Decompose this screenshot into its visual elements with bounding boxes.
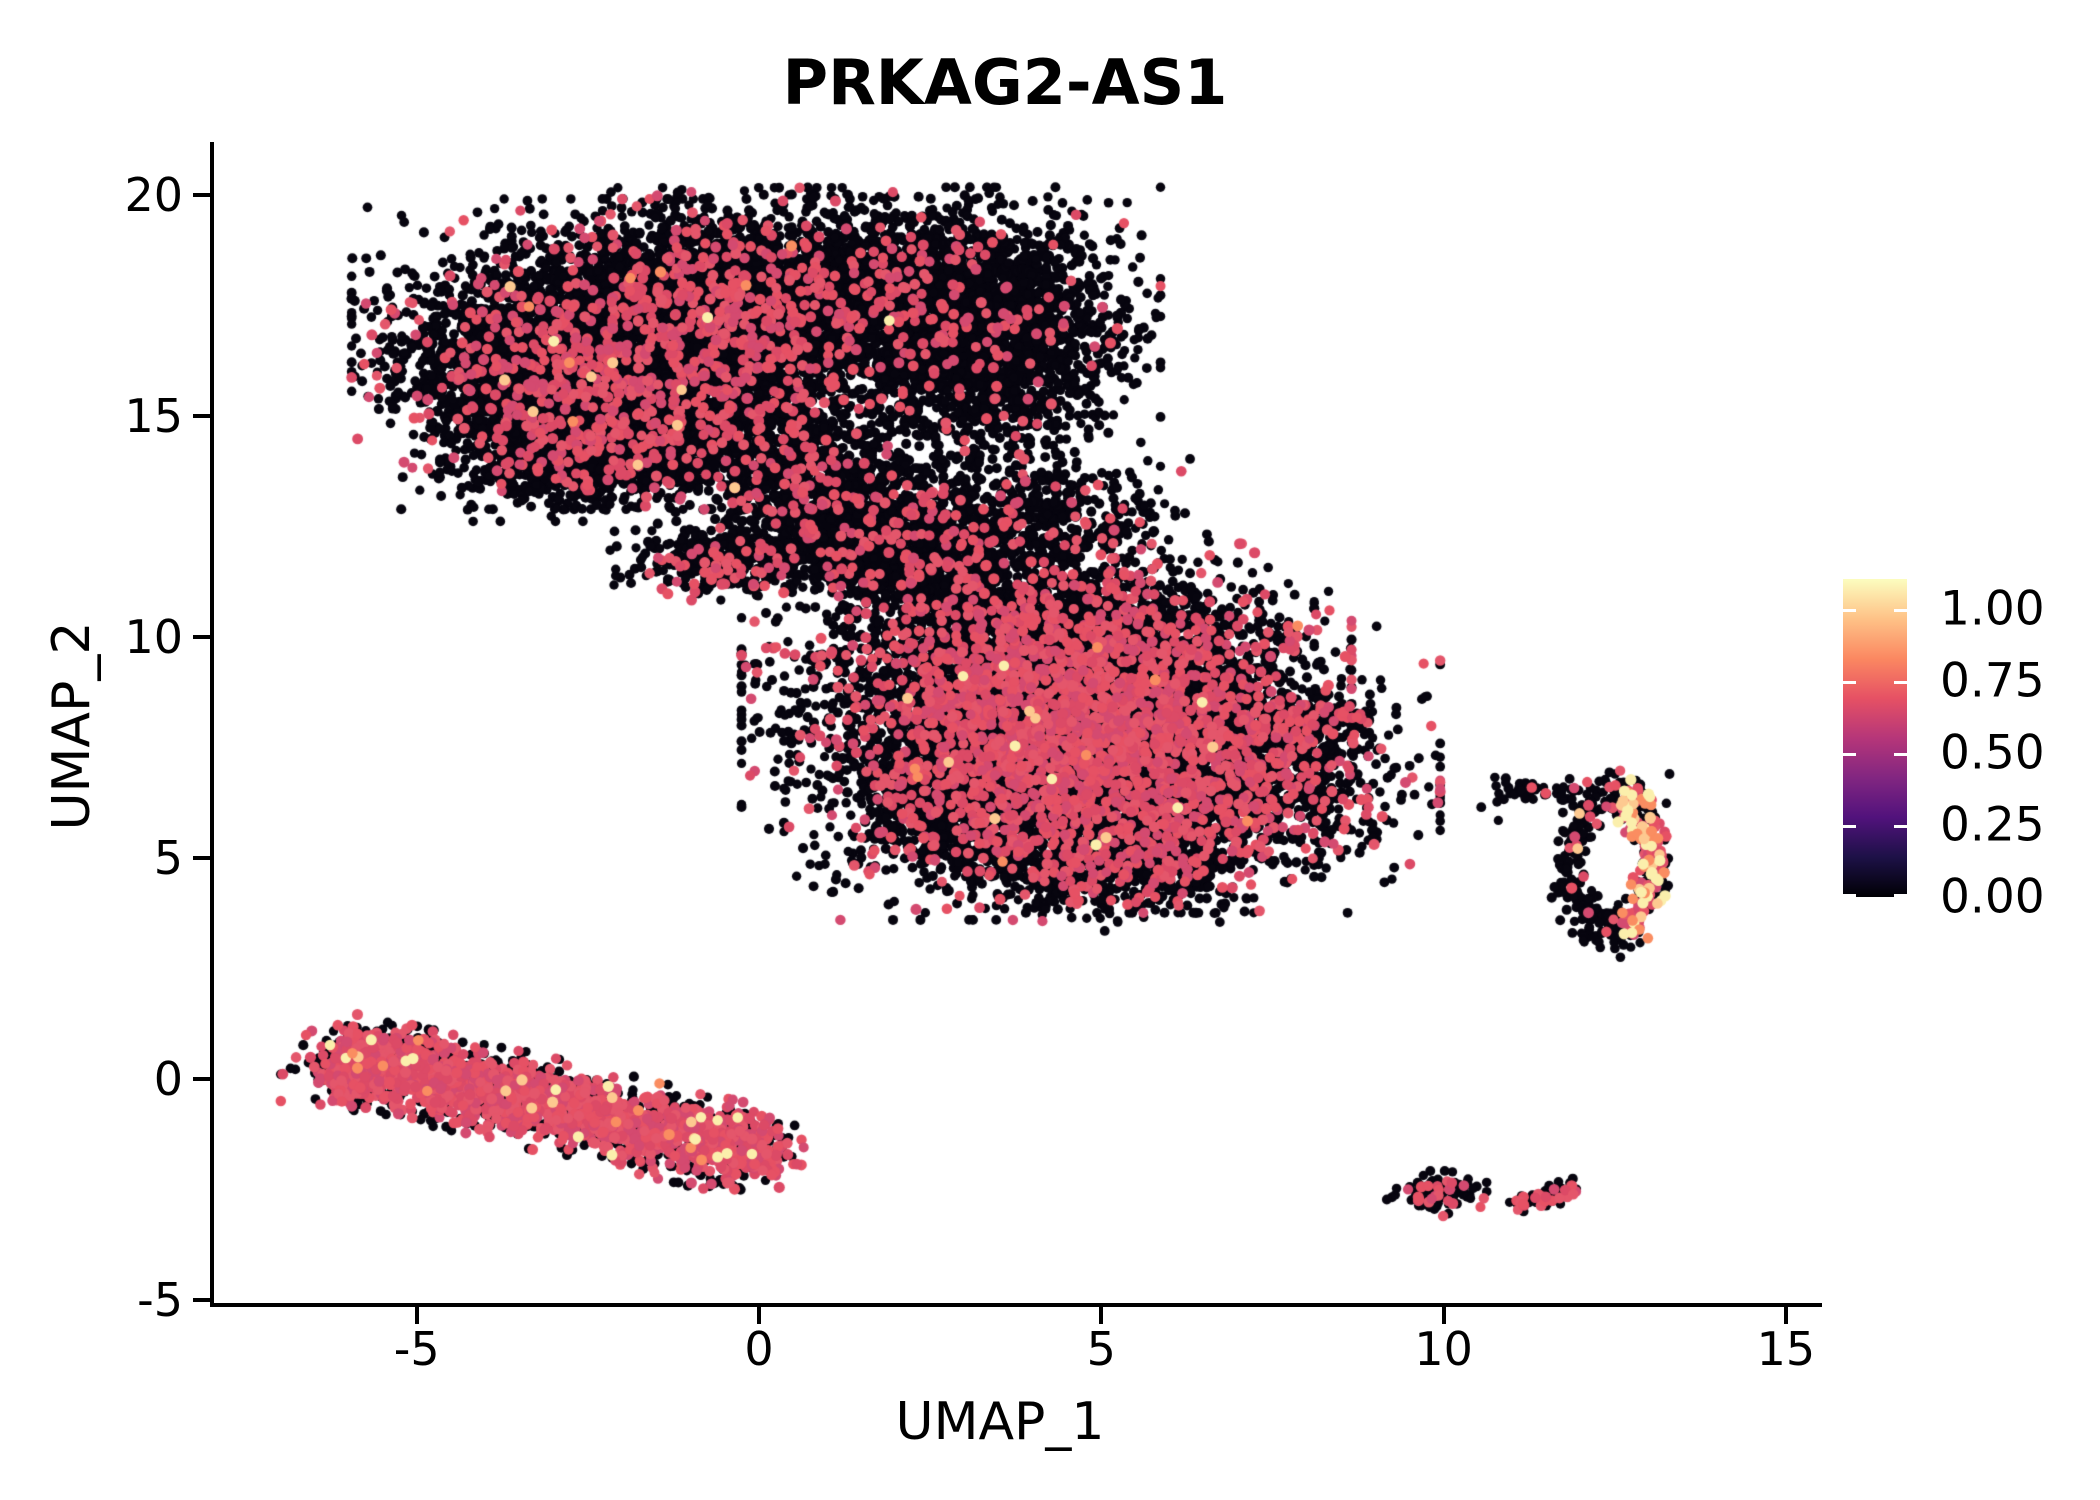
- x-axis-tick: [1441, 1307, 1446, 1324]
- colorbar-tick: [1843, 680, 1856, 684]
- colorbar-tick-label: 0.50: [1940, 725, 2045, 781]
- x-axis-tick-label: 15: [1756, 1322, 1816, 1376]
- y-axis-tick-label: 0: [153, 1052, 183, 1106]
- colorbar-tick: [1843, 752, 1856, 756]
- y-axis-tick-label: -5: [137, 1273, 183, 1327]
- colorbar-tick-label: 0.25: [1940, 797, 2045, 853]
- colorbar-gradient: [1843, 579, 1907, 897]
- y-axis-tick: [193, 1298, 210, 1302]
- y-axis-tick: [193, 635, 210, 639]
- y-axis-line: [210, 142, 214, 1307]
- colorbar-tick-label: 0.75: [1940, 653, 2045, 709]
- y-axis-tick-label: 10: [124, 610, 183, 664]
- y-axis-tick-label: 15: [124, 389, 183, 443]
- y-axis-tick: [193, 856, 210, 860]
- colorbar-tick: [1894, 824, 1907, 828]
- x-axis-tick: [757, 1307, 761, 1324]
- colorbar-tick: [1843, 894, 1856, 897]
- colorbar-tick: [1894, 752, 1907, 756]
- y-axis-title: UMAP_2: [42, 621, 102, 831]
- x-axis-line: [210, 1303, 1822, 1307]
- x-axis-tick-label: 0: [744, 1322, 774, 1376]
- colorbar-tick-label: 1.00: [1940, 581, 2045, 637]
- y-axis-tick: [193, 193, 210, 197]
- colorbar-tick: [1843, 608, 1856, 612]
- y-axis-tick: [193, 1077, 210, 1081]
- x-axis-title: UMAP_1: [895, 1392, 1105, 1452]
- plot-title: PRKAG2-AS1: [782, 46, 1228, 119]
- x-axis-tick-label: 10: [1414, 1322, 1473, 1376]
- x-axis-tick: [1099, 1307, 1104, 1324]
- colorbar-tick: [1894, 680, 1907, 684]
- y-axis-tick-label: 20: [124, 168, 183, 222]
- colorbar-tick-label: 0.00: [1940, 869, 2045, 925]
- colorbar-tick: [1894, 608, 1907, 612]
- colorbar-tick: [1843, 824, 1856, 828]
- x-axis-tick: [1783, 1307, 1788, 1324]
- colorbar-tick: [1894, 894, 1907, 897]
- y-axis-tick: [193, 414, 210, 418]
- x-axis-tick: [414, 1307, 419, 1324]
- x-axis-tick-label: 5: [1086, 1322, 1116, 1376]
- x-axis-tick-label: -5: [393, 1322, 440, 1376]
- y-axis-tick-label: 5: [153, 831, 183, 885]
